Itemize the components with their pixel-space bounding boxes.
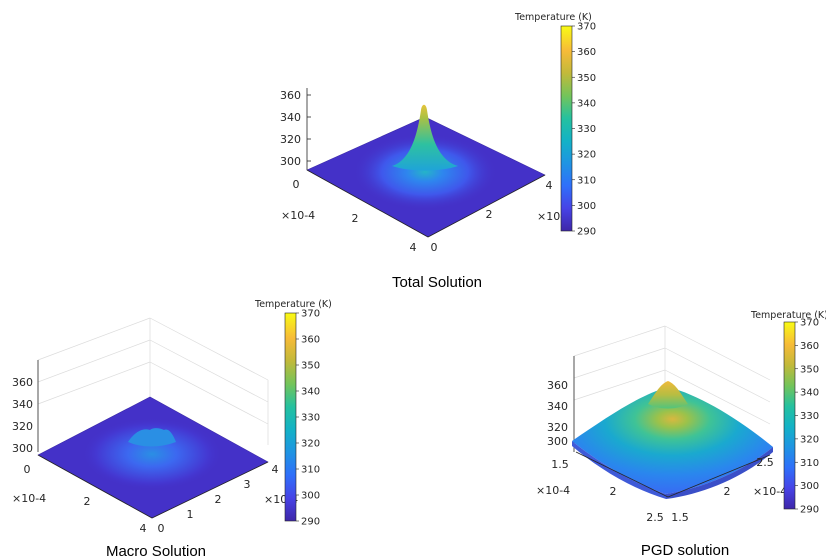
pgd-z-tick: 360 xyxy=(547,379,568,392)
pgd-x-tick: 2 xyxy=(610,485,617,498)
colorbar-tick-label: 310 xyxy=(301,465,320,476)
colorbar-tick-label: 290 xyxy=(301,517,320,528)
pgd-solution-caption: PGD solution xyxy=(641,542,729,559)
pgd-colorbar-bar xyxy=(783,321,796,510)
pgd-y-tick: 1.5 xyxy=(671,511,689,524)
colorbar-tick-label: 320 xyxy=(577,150,596,161)
colorbar-tick-label: 320 xyxy=(301,439,320,450)
total-surface xyxy=(306,104,546,238)
total-colorbar: Temperature (K) 370 360 350 340 330 320 310 300… xyxy=(514,12,596,238)
pgd-y-tick: 2 xyxy=(724,485,731,498)
macro-colorbar-bar xyxy=(284,312,297,522)
macro-x-tick: 2 xyxy=(84,495,91,508)
macro-x-tick: 4 xyxy=(140,522,147,535)
macro-x-exponent: ×10-4 xyxy=(12,492,46,505)
colorbar-tick-label: 310 xyxy=(577,175,596,186)
macro-z-tick: 340 xyxy=(12,398,33,411)
pgd-grid xyxy=(573,325,771,425)
macro-y-tick: 3 xyxy=(244,478,251,491)
total-x-tick: 2 xyxy=(352,212,359,225)
total-x-tick: 4 xyxy=(410,241,417,254)
pgd-z-tick: 320 xyxy=(547,421,568,434)
colorbar-tick-label: 330 xyxy=(577,124,596,135)
macro-z-tick: 320 xyxy=(12,420,33,433)
total-x-tick: 0 xyxy=(293,178,300,191)
pgd-colorbar-title: Temperature (K) xyxy=(750,310,826,321)
colorbar-tick-label: 340 xyxy=(301,387,320,398)
colorbar-tick-label: 330 xyxy=(301,413,320,424)
colorbar-tick-label: 350 xyxy=(301,361,320,372)
macro-solution-caption: Macro Solution xyxy=(106,543,206,560)
macro-x-tick: 0 xyxy=(24,463,31,476)
macro-y-tick: 4 xyxy=(272,463,279,476)
pgd-z-tick: 300 xyxy=(547,435,568,448)
colorbar-tick-label: 360 xyxy=(301,335,320,346)
total-x-exponent: ×10-4 xyxy=(281,209,315,222)
macro-z-axis: 360 340 320 300 xyxy=(12,360,39,455)
colorbar-tick-label: 370 xyxy=(301,309,320,320)
colorbar-tick-label: 330 xyxy=(800,411,819,422)
colorbar-tick-label: 340 xyxy=(800,388,819,399)
colorbar-tick-label: 300 xyxy=(301,491,320,502)
total-z-tick: 300 xyxy=(280,155,301,168)
pgd-base-axes: 1.5 2 2.5 2.5 2 1.5 ×10-4 ×10-4 xyxy=(536,451,787,524)
total-y-tick: 4 xyxy=(546,179,553,192)
pgd-y-exponent: ×10-4 xyxy=(753,485,787,498)
macro-colorbar-title: Temperature (K) xyxy=(254,299,332,310)
pgd-x-tick: 1.5 xyxy=(551,458,569,471)
total-z-axis: 360 340 320 300 xyxy=(280,88,311,170)
colorbar-tick-label: 320 xyxy=(800,434,819,445)
total-y-tick: 2 xyxy=(486,208,493,221)
colorbar-tick-label: 300 xyxy=(800,481,819,492)
colorbar-tick-label: 370 xyxy=(800,318,819,329)
macro-y-tick: 1 xyxy=(187,508,194,521)
macro-solution-plot: 360 340 320 300 0 2 4 4 3 2 1 0 ×10-4 ×1… xyxy=(12,299,332,560)
colorbar-tick-label: 350 xyxy=(800,364,819,375)
total-y-tick: 0 xyxy=(431,241,438,254)
total-colorbar-title: Temperature (K) xyxy=(514,12,592,23)
pgd-z-axis: 360 340 320 300 xyxy=(547,356,575,452)
colorbar-tick-label: 350 xyxy=(577,73,596,84)
total-colorbar-bar xyxy=(560,25,573,232)
pgd-solution-plot: 360 340 320 300 1.5 2 2.5 2.5 2 1.5 ×10-… xyxy=(536,310,826,559)
macro-grid xyxy=(37,317,269,445)
macro-z-tick: 300 xyxy=(12,442,33,455)
pgd-y-tick: 2.5 xyxy=(756,456,774,469)
colorbar-tick-label: 290 xyxy=(800,505,819,516)
total-base-axes: 0 2 4 4 2 0 ×10-4 ×10-4 xyxy=(281,169,571,254)
colorbar-tick-label: 310 xyxy=(800,458,819,469)
macro-y-tick: 0 xyxy=(158,522,165,535)
macro-surface xyxy=(37,396,269,519)
pgd-z-tick: 340 xyxy=(547,400,568,413)
pgd-colorbar: Temperature (K) 370 360 350 340 330 320 310 300… xyxy=(750,310,826,516)
total-z-tick: 320 xyxy=(280,133,301,146)
colorbar-tick-label: 360 xyxy=(800,341,819,352)
total-solution-caption: Total Solution xyxy=(392,274,482,291)
colorbar-tick-label: 370 xyxy=(577,22,596,33)
colorbar-tick-label: 290 xyxy=(577,227,596,238)
pgd-x-exponent: ×10-4 xyxy=(536,484,570,497)
total-solution-plot: 360 340 320 300 0 2 4 4 2 0 ×10-4 ×10-4 … xyxy=(280,12,596,291)
total-z-tick: 360 xyxy=(280,89,301,102)
pgd-surface xyxy=(572,381,773,499)
macro-y-tick: 2 xyxy=(215,493,222,506)
macro-colorbar: Temperature (K) 370 360 350 340 330 320 310 300… xyxy=(254,299,332,528)
colorbar-tick-label: 340 xyxy=(577,98,596,109)
colorbar-tick-label: 360 xyxy=(577,47,596,58)
macro-z-tick: 360 xyxy=(12,376,33,389)
total-z-tick: 340 xyxy=(280,111,301,124)
pgd-x-tick: 2.5 xyxy=(646,511,664,524)
colorbar-tick-label: 300 xyxy=(577,201,596,212)
